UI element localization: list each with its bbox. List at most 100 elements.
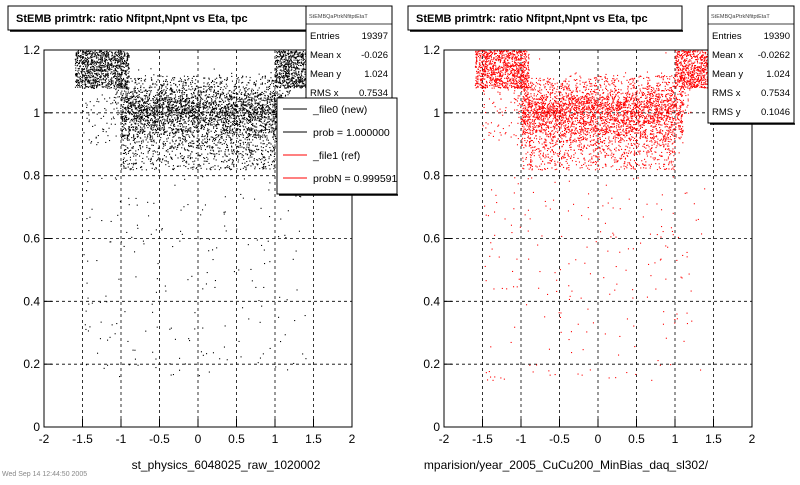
data-point (120, 58, 121, 59)
data-point (182, 117, 183, 118)
data-point (118, 102, 119, 103)
data-point (135, 80, 136, 81)
data-point (148, 115, 149, 116)
data-point (163, 119, 164, 120)
data-point (123, 78, 124, 79)
data-point (110, 64, 111, 65)
data-point (109, 65, 110, 66)
data-point (258, 111, 259, 112)
data-point (169, 103, 170, 104)
data-point (203, 126, 204, 127)
data-point (219, 120, 220, 121)
data-point (244, 115, 245, 116)
data-point (132, 91, 133, 92)
data-point (186, 94, 187, 95)
data-point (133, 96, 134, 97)
data-point (168, 97, 169, 98)
data-point (85, 85, 86, 86)
data-point (232, 110, 233, 111)
data-point (174, 133, 175, 134)
data-point (118, 78, 119, 79)
data-point (242, 99, 243, 100)
data-point (108, 54, 109, 55)
data-point (182, 85, 183, 86)
data-point (289, 79, 290, 80)
data-point (219, 113, 220, 114)
data-point (93, 56, 94, 57)
data-point (269, 112, 270, 113)
data-point (95, 70, 96, 71)
data-point (166, 97, 167, 98)
data-point (185, 115, 186, 116)
data-point (276, 122, 277, 123)
data-point (205, 135, 206, 136)
data-point (136, 120, 137, 121)
data-point (191, 105, 192, 106)
data-point (122, 121, 123, 122)
data-point (120, 52, 121, 53)
data-point (227, 132, 228, 133)
data-point (197, 100, 198, 101)
data-point (192, 88, 193, 89)
data-point (245, 98, 246, 99)
data-point (245, 102, 246, 103)
data-point (252, 120, 253, 121)
data-point (80, 60, 81, 61)
data-point (194, 124, 195, 125)
data-point (106, 51, 107, 52)
data-point (282, 56, 283, 57)
data-point (99, 84, 100, 85)
data-point (127, 140, 128, 141)
data-point (275, 85, 276, 86)
data-point (197, 127, 198, 128)
data-point (243, 103, 244, 104)
data-point (218, 141, 219, 142)
data-point (194, 130, 195, 131)
data-point (124, 86, 125, 87)
data-point (226, 84, 227, 85)
data-point (267, 80, 268, 81)
data-point (135, 138, 136, 139)
data-point (132, 126, 133, 127)
data-point (122, 123, 123, 124)
data-point (166, 90, 167, 91)
data-point (274, 90, 275, 91)
data-point (267, 144, 268, 145)
data-point (175, 146, 176, 147)
data-point (251, 124, 252, 125)
data-point (225, 154, 226, 155)
data-point (166, 106, 167, 107)
data-point (154, 114, 155, 115)
data-point (246, 120, 247, 121)
data-point (159, 161, 160, 162)
data-point (146, 147, 147, 148)
data-point (183, 114, 184, 115)
data-point (191, 108, 192, 109)
data-point (211, 86, 212, 87)
data-point (126, 99, 127, 100)
data-point (133, 112, 134, 113)
data-point (290, 59, 291, 60)
data-point (124, 127, 125, 128)
data-point (179, 109, 180, 110)
data-point (128, 98, 129, 99)
data-point (125, 123, 126, 124)
data-point (149, 98, 150, 99)
data-point (282, 57, 283, 58)
data-point (141, 92, 142, 93)
data-point (184, 108, 185, 109)
data-point (277, 73, 278, 74)
data-point (210, 113, 211, 114)
data-point (158, 75, 159, 76)
data-point (264, 143, 265, 144)
data-point (154, 125, 155, 126)
data-point (173, 104, 174, 105)
data-point (176, 115, 177, 116)
data-point (93, 64, 94, 65)
data-point (84, 59, 85, 60)
data-point (130, 78, 131, 79)
data-point (259, 103, 260, 104)
data-point (78, 82, 79, 83)
data-point (121, 100, 122, 101)
data-point (160, 139, 161, 140)
